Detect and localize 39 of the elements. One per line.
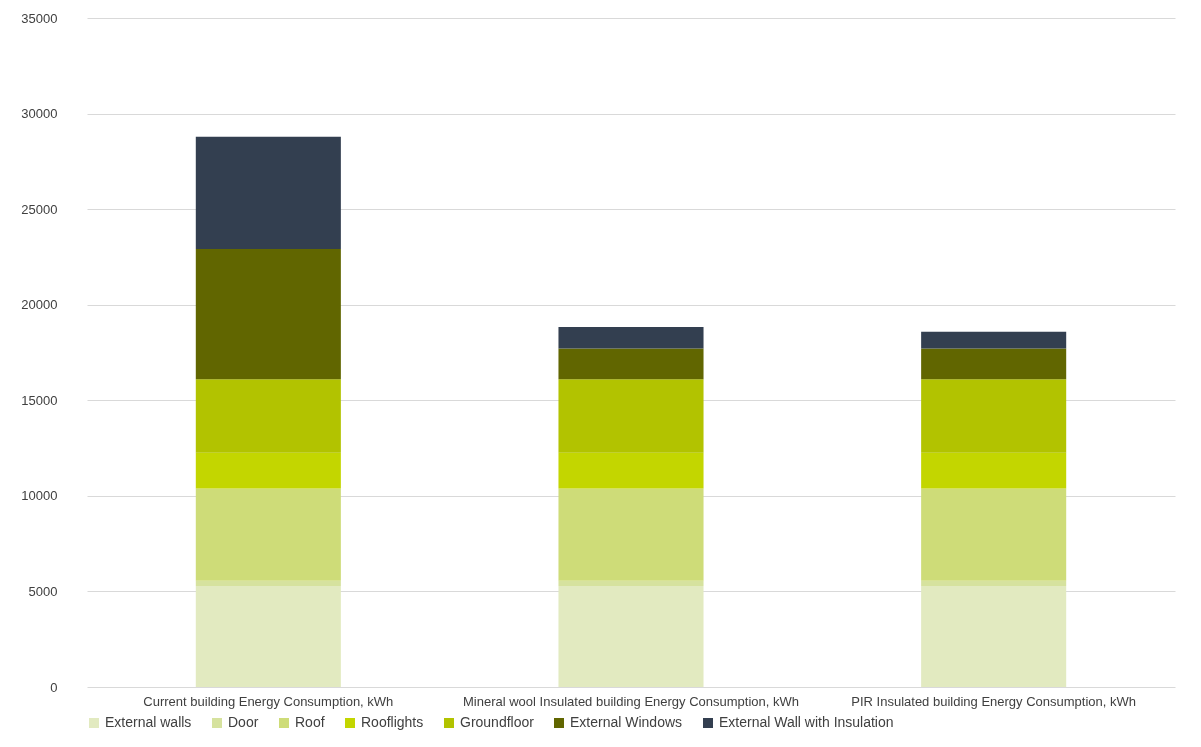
legend-label: Roof [295, 714, 325, 730]
y-tick-label: 25000 [21, 201, 58, 217]
bar [558, 326, 704, 349]
bar [195, 452, 341, 489]
y-tick-label: 15000 [21, 392, 58, 408]
legend-label: Rooflights [361, 714, 424, 730]
bar [921, 452, 1067, 489]
bar [558, 348, 704, 380]
bar [195, 379, 341, 453]
bar [558, 452, 704, 489]
bar [921, 580, 1067, 587]
bar [558, 580, 704, 587]
legend-label: Groundfloor [460, 714, 535, 730]
x-tick-label: PIR Insulated building Energy Consumption, kWh [851, 693, 1137, 709]
bar [195, 248, 341, 380]
bar [195, 586, 341, 687]
bar [921, 331, 1067, 349]
y-tick-label: 35000 [21, 10, 58, 26]
y-tick-label: 20000 [21, 297, 58, 313]
legend-label: Door [228, 714, 259, 730]
bar [558, 379, 704, 453]
bar [558, 586, 704, 687]
bar [195, 580, 341, 587]
bar [921, 586, 1067, 687]
x-tick-label: Current building Energy Consumption, kWh [143, 693, 394, 709]
bar [558, 488, 704, 581]
bar [921, 348, 1067, 380]
y-tick-label: 0 [50, 679, 58, 695]
x-tick-label: Mineral wool Insulated building Energy Consumption, kWh [462, 693, 800, 709]
legend-label: External Windows [570, 714, 683, 730]
bar [195, 136, 341, 249]
y-tick-label: 5000 [28, 583, 58, 599]
bar [921, 488, 1067, 581]
y-tick-label: 10000 [21, 488, 58, 504]
legend-label: External Wall with Insulation [719, 714, 894, 730]
legend-label: External walls [105, 714, 192, 730]
y-tick-label: 30000 [21, 106, 58, 122]
bar [921, 379, 1067, 453]
bar [195, 488, 341, 581]
